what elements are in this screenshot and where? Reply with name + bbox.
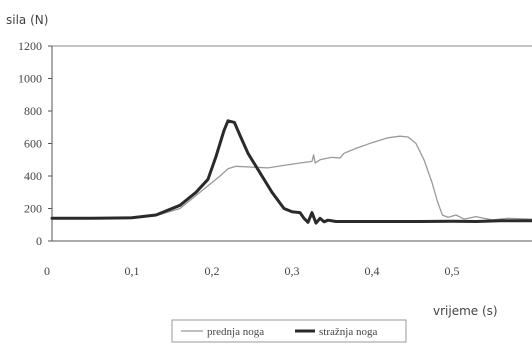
x-tick-label: 0,3 — [285, 264, 300, 278]
series-line — [50, 119, 532, 225]
x-tick-label: 0,1 — [125, 264, 140, 278]
series-line — [51, 135, 532, 221]
axes — [48, 45, 532, 242]
x-tick-label: 0,4 — [365, 264, 380, 278]
x-tick-label: 0,2 — [205, 264, 220, 278]
legend-box — [171, 319, 407, 343]
y-tick-label: 0 — [36, 234, 42, 248]
legend-label: stražnja noga — [319, 326, 377, 338]
y-tick-label: 800 — [24, 104, 42, 118]
x-axis-label: vrijeme (s) — [433, 304, 498, 318]
x-tick-label: 0,5 — [445, 264, 460, 278]
y-axis-label: sila (N) — [6, 13, 48, 27]
y-tick-label: 1200 — [18, 39, 42, 53]
tick-labels: 0 200 400 600 800 1000 1200 0 0,1 0,2 0,3 0,4 0,5 — [18, 39, 460, 278]
x-tick-label: 0 — [44, 264, 50, 278]
series-lines — [50, 119, 532, 225]
y-tick-label: 200 — [24, 202, 42, 216]
y-tick-label: 1000 — [18, 72, 42, 86]
y-tick-label: 600 — [24, 137, 42, 151]
y-tick-label: 400 — [24, 169, 42, 183]
legend: prednja noga stražnja noga — [171, 319, 407, 343]
legend-label: prednja noga — [207, 326, 264, 338]
